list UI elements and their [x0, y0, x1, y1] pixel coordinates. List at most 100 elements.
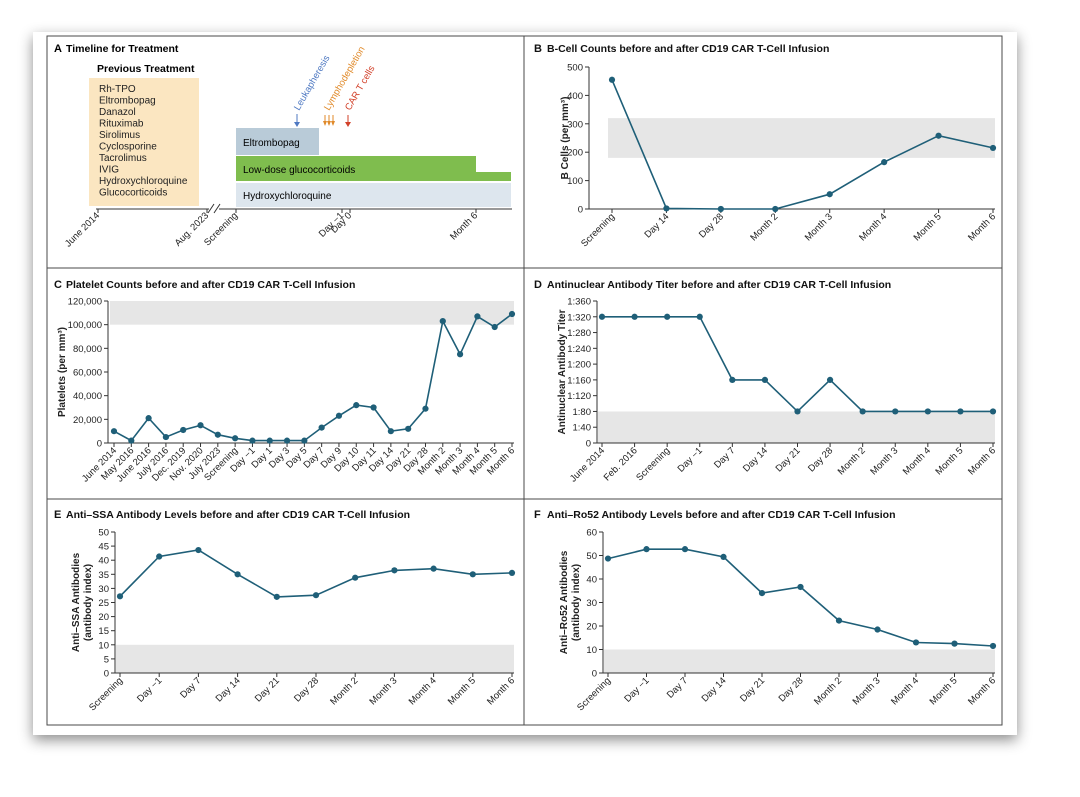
- data-point: [989, 144, 997, 152]
- data-point: [232, 435, 239, 442]
- data-point: [608, 76, 616, 83]
- car-t-arrowhead: [345, 122, 351, 127]
- y-axis-label: Platelets (per mm³): [57, 327, 68, 417]
- reference-band: [604, 649, 995, 673]
- data-point: [604, 555, 612, 562]
- y-tick-label: 80,000: [73, 344, 102, 355]
- eltrombopag-bar: [236, 128, 319, 155]
- panel-letter: D: [534, 279, 542, 291]
- y-tick-label: 1:240: [567, 344, 591, 355]
- data-point: [422, 405, 429, 412]
- data-point: [835, 617, 843, 624]
- data-point: [283, 437, 291, 444]
- data-point: [935, 132, 942, 139]
- y-axis-label: B Cells (per mm³): [560, 97, 571, 180]
- chart-title: Antinuclear Antibody Titer before and af…: [547, 279, 891, 291]
- y-tick-label: 5: [104, 654, 109, 665]
- y-tick-label: 40,000: [73, 391, 102, 402]
- y-tick-label: 35: [98, 570, 109, 581]
- data-point: [370, 404, 377, 411]
- data-point: [430, 565, 437, 572]
- data-point: [892, 408, 899, 415]
- y-axis-label: Anti–Ro52 Antibodies: [559, 550, 570, 654]
- data-point: [110, 428, 118, 435]
- y-tick-label: 0: [104, 669, 109, 680]
- y-tick-label: 500: [567, 63, 583, 74]
- y-tick-label: 25: [98, 598, 109, 609]
- reference-band: [608, 118, 995, 158]
- hydroxychloroquine-bar: [236, 183, 511, 207]
- y-tick-label: 1:120: [567, 391, 591, 402]
- data-point: [874, 626, 881, 633]
- y-axis-label-unit: (antibody index): [83, 564, 94, 641]
- panel-letter: E: [54, 509, 61, 521]
- chart-title: Anti–SSA Antibody Levels before and afte…: [66, 509, 410, 521]
- data-point: [989, 408, 997, 415]
- y-tick-label: 0: [592, 669, 597, 680]
- data-point: [720, 553, 727, 561]
- data-point: [797, 583, 804, 591]
- previous-treatment-list: Rh-TPOEltrombopagDanazolRituximabSirolim…: [99, 84, 188, 199]
- y-tick-label: 400: [567, 91, 583, 102]
- data-point: [116, 593, 124, 600]
- data-point: [439, 318, 446, 325]
- reference-band: [110, 301, 514, 325]
- data-point: [145, 415, 152, 422]
- y-tick-label: 1:200: [567, 360, 591, 371]
- data-point: [273, 593, 280, 600]
- data-point: [456, 351, 464, 358]
- data-point: [681, 546, 689, 553]
- data-point: [391, 567, 398, 574]
- data-point: [353, 402, 360, 409]
- data-point: [405, 425, 412, 432]
- data-point: [234, 571, 241, 578]
- y-tick-label: 10: [586, 645, 597, 656]
- data-point: [508, 569, 516, 576]
- previous-treatment-item: Rituximab: [99, 119, 144, 130]
- y-tick-label: 0: [586, 439, 591, 450]
- y-tick-label: 40: [98, 556, 109, 567]
- data-point: [180, 426, 187, 434]
- chart-title: Platelet Counts before and after CD19 CA…: [66, 279, 355, 291]
- data-point: [387, 428, 394, 435]
- data-point: [912, 639, 920, 646]
- leukapheresis-arrowhead: [294, 122, 300, 127]
- data-point: [631, 313, 638, 320]
- data-point: [128, 437, 135, 444]
- y-tick-label: 1:360: [567, 297, 591, 308]
- y-tick-label: 1:320: [567, 312, 591, 323]
- y-tick-label: 50: [98, 528, 109, 539]
- data-point: [696, 313, 703, 320]
- y-tick-label: 45: [98, 542, 109, 553]
- lymphodepletion-arrowhead: [323, 121, 327, 126]
- glucocorticoids-label: Low-dose glucocorticoids: [243, 165, 355, 176]
- y-tick-label: 60,000: [73, 368, 102, 379]
- panel-letter: C: [54, 279, 62, 291]
- y-tick-label: 60: [586, 528, 597, 539]
- data-point: [318, 424, 325, 431]
- data-point: [469, 571, 476, 578]
- panel-a-letter: A: [54, 43, 62, 55]
- previous-treatment-item: Glucocorticoids: [99, 188, 167, 199]
- lymphodepletion-arrowhead: [327, 121, 331, 126]
- y-axis-label: Antinuclear Antibody Titer: [557, 309, 568, 434]
- timeline-axis: [96, 203, 512, 214]
- data-point: [508, 310, 516, 318]
- data-point: [729, 376, 736, 383]
- y-axis-label-unit: (antibody index): [571, 564, 582, 641]
- y-tick-label: 10: [98, 640, 109, 651]
- y-tick-label: 30: [586, 598, 597, 609]
- previous-treatment-box: [89, 78, 199, 206]
- series-line: [611, 79, 994, 210]
- data-point: [951, 640, 958, 647]
- data-point: [989, 642, 997, 650]
- data-point: [859, 408, 866, 415]
- data-point: [249, 437, 256, 444]
- y-tick-label: 1:160: [567, 375, 591, 386]
- data-point: [301, 437, 308, 444]
- y-tick-label: 30: [98, 584, 109, 595]
- data-point: [761, 376, 769, 383]
- data-point: [162, 433, 170, 441]
